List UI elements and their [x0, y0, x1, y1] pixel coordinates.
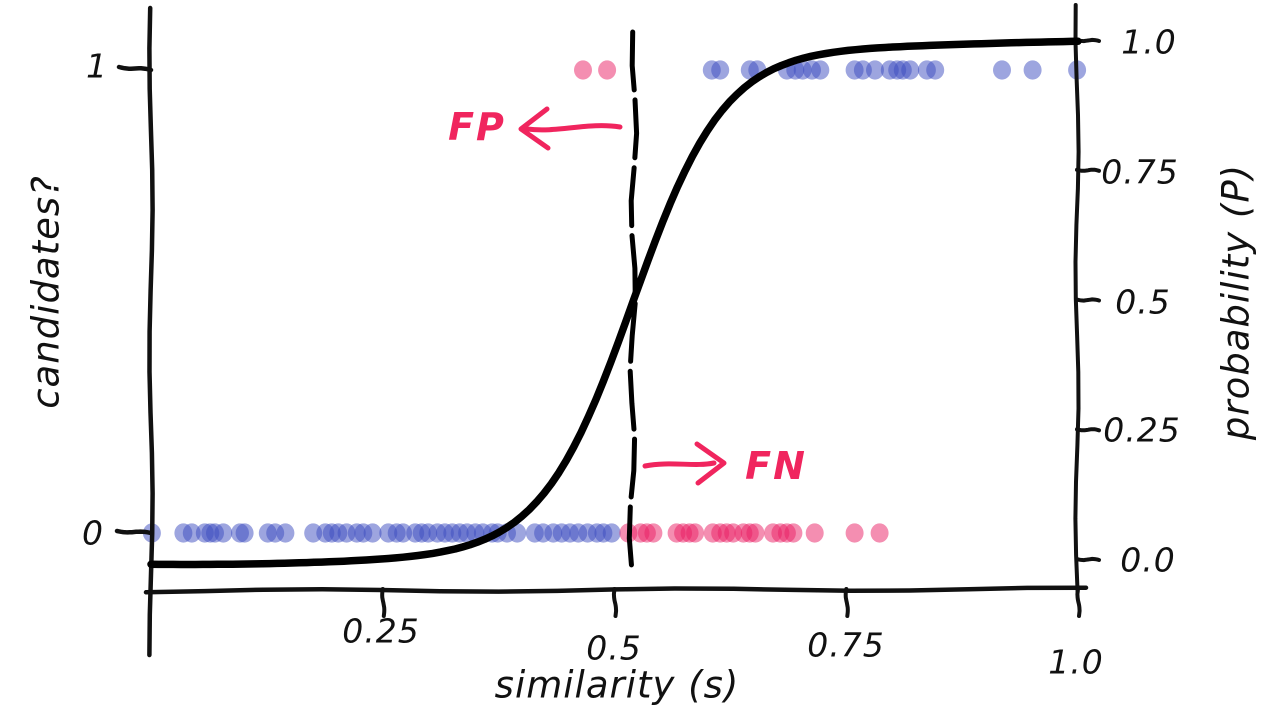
- x-tick-mark: [380, 587, 387, 618]
- fn-dot: [784, 523, 803, 543]
- fn-dot: [805, 523, 824, 543]
- tp-dot: [1023, 60, 1042, 80]
- fp-dot: [598, 60, 617, 80]
- y-left-tick-mark: [114, 528, 154, 536]
- tp-dot: [901, 60, 920, 80]
- tp-dot: [811, 60, 830, 80]
- y-right-tick-0.25: 0.25: [1103, 410, 1181, 450]
- x-tick-0.75: 0.75: [807, 625, 885, 665]
- fn-annotation-label: FN: [745, 444, 807, 488]
- logistic-curve: [147, 37, 1082, 569]
- y-left-tick-mark: [116, 64, 154, 73]
- tp-dot: [711, 60, 730, 80]
- fp-arrow-head: [518, 106, 551, 151]
- x-tick-0.5: 0.5: [586, 628, 642, 668]
- fn-dot: [845, 523, 864, 543]
- tn-dot: [363, 523, 382, 543]
- y-right-tick-mark: [1075, 427, 1101, 433]
- threshold-line: [626, 29, 640, 575]
- tp-dot: [866, 60, 884, 80]
- y-right-tick-mark: [1075, 297, 1101, 303]
- fp-annotation-label: FP: [448, 105, 506, 149]
- y-right-tick-0.5: 0.5: [1115, 282, 1171, 322]
- fn-dot: [686, 523, 705, 543]
- fn-arrow-head: [694, 441, 727, 486]
- y-right-tick-0.75: 0.75: [1101, 152, 1179, 192]
- tn-dot: [508, 523, 527, 543]
- y-right-tick-0.0: 0.0: [1120, 540, 1176, 580]
- fp-dot: [574, 60, 592, 80]
- tn-dot: [214, 523, 233, 543]
- tp-dot: [993, 60, 1011, 80]
- tp-dot: [926, 60, 945, 80]
- y-right-tick-mark: [1075, 556, 1101, 563]
- tn-dot: [602, 523, 621, 543]
- x-axis-label: similarity (s): [494, 663, 740, 707]
- fn-dot: [870, 523, 889, 543]
- tn-dot: [235, 523, 254, 543]
- tn-dot: [182, 523, 201, 543]
- x-tick-mark: [843, 587, 850, 618]
- x-tick-mark: [611, 587, 619, 618]
- y-left-tick-0: 0: [82, 513, 104, 553]
- tn-dot: [276, 523, 295, 543]
- y-axis-label-right: probability (P): [1214, 163, 1258, 441]
- fn-dot: [644, 523, 663, 543]
- fn-arrow-shaft: [642, 460, 717, 469]
- x-tick-1.0: 1.0: [1048, 642, 1104, 682]
- x-tick-mark: [1075, 587, 1082, 618]
- y-right-tick-1.0: 1.0: [1121, 22, 1177, 62]
- y-left-tick-1: 1: [86, 46, 108, 86]
- fn-dot: [746, 523, 765, 543]
- fp-arrow-shaft: [524, 123, 623, 133]
- x-tick-0.25: 0.25: [342, 611, 420, 651]
- y-right-tick-mark: [1075, 167, 1101, 173]
- y-axis-label-left: candidates?: [24, 175, 68, 409]
- y-axis-left-spine: [147, 5, 155, 658]
